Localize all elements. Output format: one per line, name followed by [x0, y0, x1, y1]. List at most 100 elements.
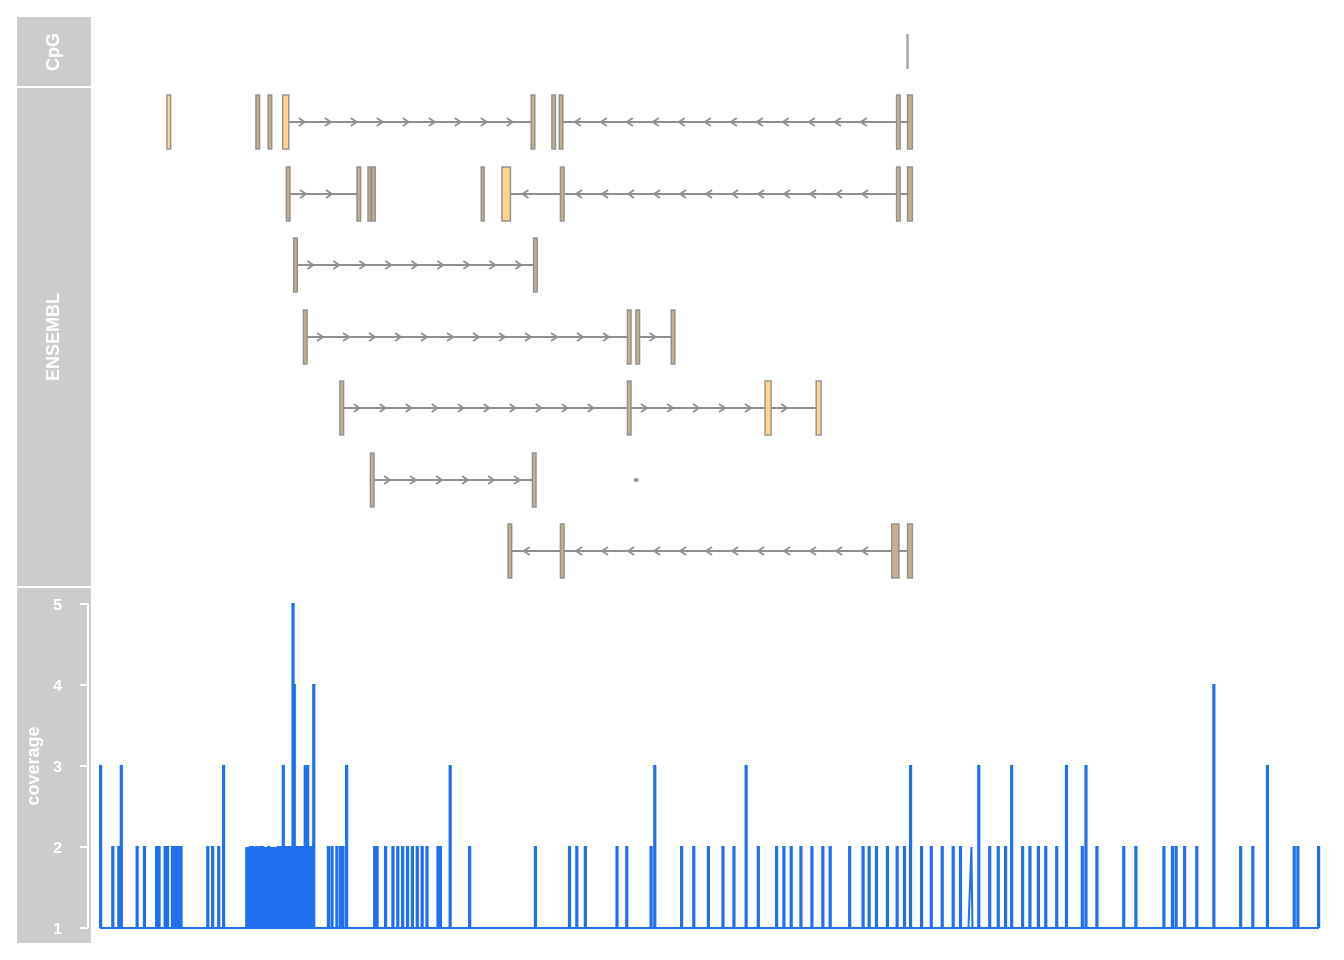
strand-arrow — [807, 117, 816, 127]
strand-arrow — [744, 403, 753, 413]
transcript-1 — [166, 94, 914, 150]
strand-arrow — [729, 117, 738, 127]
exon — [302, 309, 308, 365]
exon — [480, 166, 485, 222]
strand-arrow — [454, 117, 463, 127]
ensembl-track-header — [17, 88, 91, 586]
strand-arrow — [587, 403, 596, 413]
y-tick-label: 1 — [53, 921, 62, 938]
strand-arrow — [461, 475, 470, 485]
strand-arrow — [520, 189, 529, 199]
strand-arrow — [384, 260, 393, 270]
strand-arrow — [730, 546, 739, 556]
strand-arrow — [574, 546, 583, 556]
strand-arrow — [652, 546, 661, 556]
y-tick-label: 2 — [53, 840, 62, 857]
strand-arrow — [524, 332, 533, 342]
strand-arrow — [306, 260, 315, 270]
strand-arrow — [332, 260, 341, 270]
exon — [670, 309, 676, 365]
cpg-island-0 — [906, 34, 909, 69]
strand-arrow — [860, 546, 869, 556]
strand-arrow — [383, 475, 392, 485]
transcript-7 — [507, 523, 914, 579]
strand-arrow — [626, 189, 635, 199]
exon — [891, 523, 900, 579]
exon — [635, 309, 641, 365]
y-tick-label: 4 — [53, 678, 62, 695]
strand-arrow — [324, 117, 333, 127]
strand-arrow — [652, 189, 661, 199]
transcript-5 — [339, 380, 822, 436]
strand-arrow — [405, 403, 414, 413]
exon — [634, 478, 639, 482]
strand-arrow — [402, 117, 411, 127]
y-tick-label: 5 — [53, 597, 62, 614]
transcript-6 — [369, 452, 639, 508]
strand-arrow — [514, 260, 523, 270]
exon — [282, 94, 290, 150]
strand-arrow — [394, 332, 403, 342]
exon — [530, 94, 536, 150]
strand-arrow — [379, 403, 388, 413]
strand-arrow — [550, 332, 559, 342]
strand-arrow — [535, 403, 544, 413]
strand-arrow — [808, 189, 817, 199]
exon — [166, 94, 172, 150]
exon — [532, 237, 538, 293]
strand-arrow — [325, 189, 334, 199]
strand-arrow — [298, 117, 307, 127]
strand-arrow — [506, 117, 515, 127]
strand-arrow — [498, 332, 507, 342]
exon — [292, 237, 299, 293]
strand-arrow — [834, 546, 843, 556]
strand-arrow — [704, 189, 713, 199]
exon — [764, 380, 772, 436]
strand-arrow — [678, 189, 687, 199]
coverage-line — [99, 603, 1321, 929]
strand-arrow — [483, 403, 492, 413]
strand-arrow — [431, 403, 440, 413]
strand-arrow — [573, 117, 582, 127]
strand-arrow — [376, 117, 385, 127]
strand-arrow — [513, 475, 522, 485]
exon — [626, 309, 632, 365]
strand-arrow — [730, 189, 739, 199]
strand-arrow — [780, 403, 789, 413]
ensembl-track: ENSEMBL — [17, 88, 914, 586]
exon — [531, 452, 537, 508]
exon — [906, 523, 914, 579]
strand-arrow — [487, 475, 496, 485]
exon — [626, 380, 632, 436]
exon — [906, 94, 914, 150]
strand-arrow — [756, 546, 765, 556]
strand-arrow — [626, 546, 635, 556]
exon — [267, 94, 273, 150]
strand-arrow — [808, 546, 817, 556]
exon — [501, 166, 512, 222]
strand-arrow — [457, 403, 466, 413]
strand-arrow — [462, 260, 471, 270]
strand-arrow — [599, 117, 608, 127]
strand-arrow — [692, 403, 701, 413]
strand-arrow — [299, 189, 308, 199]
exon — [551, 94, 557, 150]
strand-arrow — [600, 546, 609, 556]
exon — [370, 166, 376, 222]
strand-arrow — [561, 403, 570, 413]
y-tick-label: 3 — [53, 759, 62, 776]
exon — [895, 94, 901, 150]
strand-arrow — [651, 117, 660, 127]
ensembl-track-label: ENSEMBL — [43, 293, 63, 381]
strand-arrow — [480, 117, 489, 127]
strand-arrow — [410, 260, 419, 270]
exon — [255, 94, 261, 150]
coverage-track-header — [17, 588, 91, 943]
strand-arrow — [409, 475, 418, 485]
strand-arrow — [704, 546, 713, 556]
strand-arrow — [574, 189, 583, 199]
cpg-islands — [906, 34, 909, 69]
transcript-3 — [292, 237, 538, 293]
exon — [558, 94, 564, 150]
strand-arrow — [436, 260, 445, 270]
